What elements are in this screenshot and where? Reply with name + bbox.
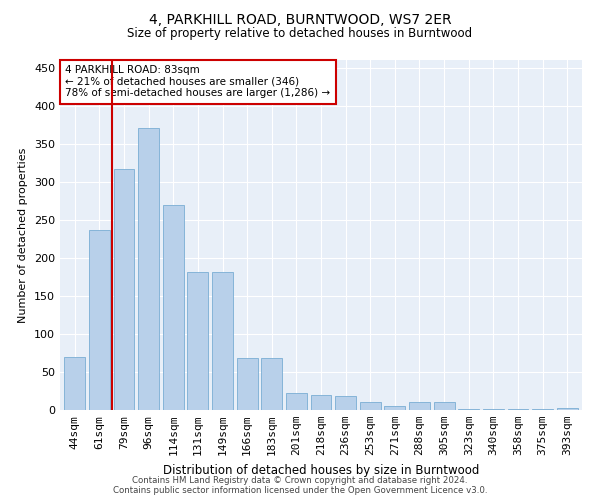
Bar — [557, 408, 578, 410]
Bar — [385, 406, 406, 410]
Bar — [483, 409, 504, 410]
Bar — [163, 204, 184, 410]
Text: Contains HM Land Registry data © Crown copyright and database right 2024.
Contai: Contains HM Land Registry data © Crown c… — [113, 476, 487, 495]
Bar — [434, 402, 455, 410]
Y-axis label: Number of detached properties: Number of detached properties — [19, 148, 28, 322]
Bar — [236, 358, 257, 410]
Bar — [212, 272, 233, 410]
Bar — [508, 409, 529, 410]
Bar — [360, 402, 381, 410]
Bar — [113, 169, 134, 410]
Bar — [458, 409, 479, 410]
Bar — [286, 394, 307, 410]
Bar — [261, 358, 282, 410]
Bar — [311, 395, 331, 410]
Bar — [89, 230, 110, 410]
Text: Size of property relative to detached houses in Burntwood: Size of property relative to detached ho… — [127, 28, 473, 40]
Bar — [335, 396, 356, 410]
Text: 4, PARKHILL ROAD, BURNTWOOD, WS7 2ER: 4, PARKHILL ROAD, BURNTWOOD, WS7 2ER — [149, 12, 451, 26]
Bar — [409, 402, 430, 410]
Text: 4 PARKHILL ROAD: 83sqm
← 21% of detached houses are smaller (346)
78% of semi-de: 4 PARKHILL ROAD: 83sqm ← 21% of detached… — [65, 66, 331, 98]
Bar — [64, 356, 85, 410]
X-axis label: Distribution of detached houses by size in Burntwood: Distribution of detached houses by size … — [163, 464, 479, 476]
Bar — [187, 272, 208, 410]
Bar — [532, 409, 553, 410]
Bar — [138, 128, 159, 410]
